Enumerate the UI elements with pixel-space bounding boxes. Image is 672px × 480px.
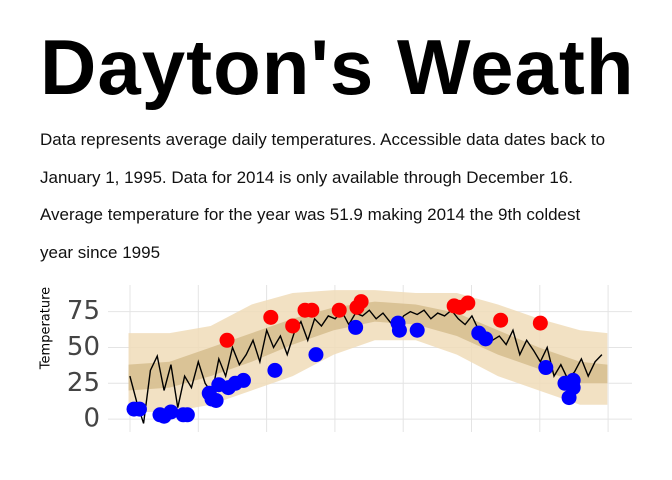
description-line: year since 1995 [40,242,161,262]
record-point [208,392,224,408]
description-line: Data represents average daily temperatur… [40,130,606,149]
record-point [179,407,195,423]
record-point [308,347,324,363]
record-point [460,295,476,311]
record-point [478,331,494,347]
y-tick-label: 75 [67,296,100,326]
record-point [353,294,369,310]
record-point [348,319,364,335]
record-point [493,312,509,328]
description-line: January 1, 1995. Data for 2014 is only a… [40,167,573,187]
record-point [219,332,235,348]
record-point [331,302,347,318]
page-title: Dayton's Weath [40,23,635,111]
record-point [163,404,179,420]
description: Data represents average daily temperatur… [40,127,605,277]
record-point [235,372,251,388]
record-point [131,401,147,417]
record-point [304,302,320,318]
record-point [263,309,279,325]
record-point [565,372,581,388]
y-axis-label: Temperature [39,287,54,370]
y-tick-label: 50 [67,332,100,362]
record-point [538,360,554,376]
y-tick-label: 0 [83,404,100,434]
record-point [409,322,425,338]
description-line: Average temperature for the year was 51.… [40,205,581,224]
y-tick-label: 25 [67,368,100,398]
record-point [267,362,283,378]
record-point [532,315,548,331]
record-point [391,322,407,338]
record-point [285,318,301,334]
